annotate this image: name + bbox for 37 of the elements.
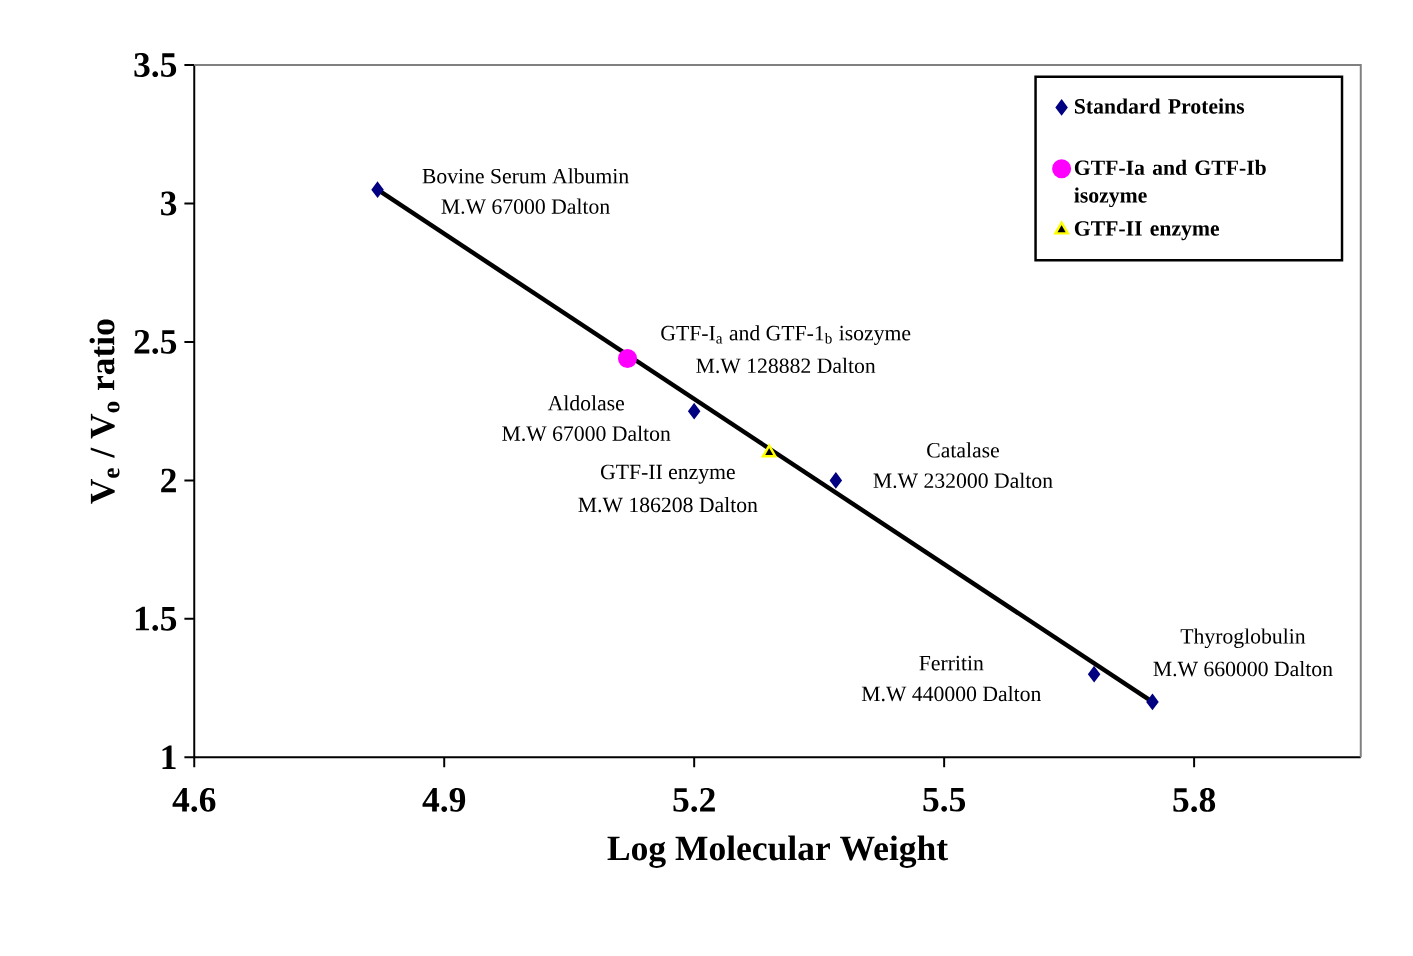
- y-tick-label: 2.5: [134, 329, 177, 354]
- annotation: Thyroglobulin: [1180, 628, 1306, 648]
- point: [688, 403, 701, 419]
- annotation: Bovine Serum Albumin: [422, 167, 629, 184]
- point: [618, 348, 638, 368]
- legend-label: Standard Proteins: [1074, 98, 1245, 114]
- x-tick-label: 5.2: [673, 787, 715, 812]
- x-tick-label: 5.5: [923, 787, 966, 812]
- annotation: M.W 232000 Dalton: [873, 472, 1053, 488]
- annotation: M.W 67000 Dalton: [502, 425, 671, 441]
- annotation: Aldolase: [547, 395, 624, 411]
- x-tick-label: 5.8: [1173, 787, 1216, 812]
- x-tick-label: 4.9: [422, 787, 466, 812]
- point: [1088, 666, 1101, 682]
- annotation: Catalase: [927, 442, 999, 458]
- x-tick-label: 4.6: [172, 787, 216, 812]
- y-tick-label: 2: [161, 468, 176, 492]
- annotation: GTF-I$_{a}$ and GTF-1$_{b}$ isozyme: [661, 324, 911, 345]
- point: [761, 444, 777, 458]
- legend-label: GTF-II enzyme: [1074, 220, 1220, 240]
- annotation: Ferritin: [919, 655, 984, 671]
- annotation: M.W 186208 Dalton: [578, 496, 758, 513]
- y-axis-title: V$_{e}$ / V$_{o}$ ratio: [89, 319, 120, 504]
- annotation: M.W 440000 Dalton: [861, 685, 1042, 702]
- annotation: M.W 67000 Dalton: [441, 198, 610, 214]
- point: [829, 472, 842, 488]
- point: [371, 181, 384, 197]
- point: [1146, 694, 1159, 710]
- y-tick-label: 3.5: [134, 52, 177, 77]
- y-tick-label: 1.5: [135, 606, 177, 631]
- y-tick-label: 1: [162, 745, 176, 769]
- y-tick-label: 3: [161, 191, 177, 216]
- annotation: M.W 660000 Dalton: [1153, 660, 1333, 677]
- annotation: M.W 128882 Dalton: [696, 357, 876, 373]
- x-axis-title: Log Molecular Weight: [607, 835, 948, 868]
- legend-label: GTF-Ia and GTF-Ib isozyme: [1074, 159, 1266, 207]
- annotation: GTF-II enzyme: [600, 464, 735, 484]
